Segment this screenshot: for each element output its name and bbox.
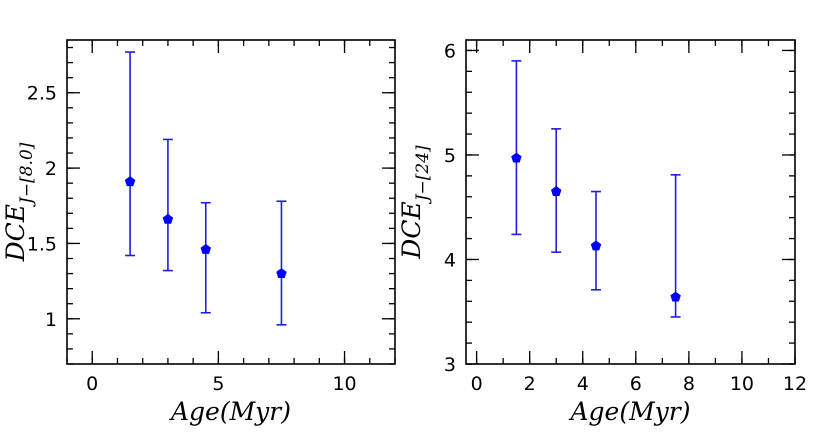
- y-tick-label: 6: [444, 40, 456, 62]
- y-axis-title-subscript: J−[8.0]: [17, 142, 37, 207]
- y-tick-label: 3: [444, 354, 456, 376]
- y-tick-label: 5: [444, 145, 456, 167]
- data-point: [670, 291, 681, 302]
- y-axis-title-subscript: J−[24]: [413, 145, 433, 204]
- data-point: [511, 152, 522, 163]
- x-tick-label: 0: [86, 373, 98, 395]
- left-panel: 0 5 10 1 1.5 2 2.5 Age(Myr) DCEJ−[8.0]: [1, 39, 396, 426]
- x-tick-label: 6: [630, 373, 642, 395]
- plot-frame: [465, 39, 796, 365]
- y-axis-title: DCEJ−[24]: [397, 145, 433, 260]
- data-point: [162, 213, 174, 224]
- x-tick-label: 8: [683, 373, 695, 395]
- data-point: [200, 243, 211, 254]
- plot-frame: [66, 39, 396, 365]
- x-axis-title: Age(Myr): [169, 397, 291, 426]
- data-point: [276, 268, 287, 279]
- y-axis-title-main: DCE: [397, 201, 426, 259]
- x-axis-title: Age(Myr): [568, 397, 690, 426]
- x-tick-label: 12: [783, 373, 807, 395]
- x-tick-label: 10: [730, 373, 754, 395]
- data-point: [124, 176, 136, 187]
- y-tick-label: 1.5: [27, 233, 57, 255]
- x-tick-label: 2: [524, 373, 536, 395]
- x-tick-label: 10: [332, 373, 356, 395]
- y-tick-label: 2: [45, 158, 57, 180]
- x-tick-label: 0: [471, 373, 483, 395]
- y-tick-label: 4: [444, 249, 456, 271]
- y-axis-title-main: DCE: [1, 204, 30, 262]
- y-tick-label: 1: [45, 309, 57, 331]
- data-point: [590, 240, 602, 251]
- y-tick-label: 2.5: [27, 83, 57, 105]
- y-axis-title: DCEJ−[8.0]: [1, 142, 37, 262]
- x-tick-label: 5: [212, 373, 224, 395]
- data-point: [550, 186, 562, 196]
- x-tick-label: 4: [577, 373, 589, 395]
